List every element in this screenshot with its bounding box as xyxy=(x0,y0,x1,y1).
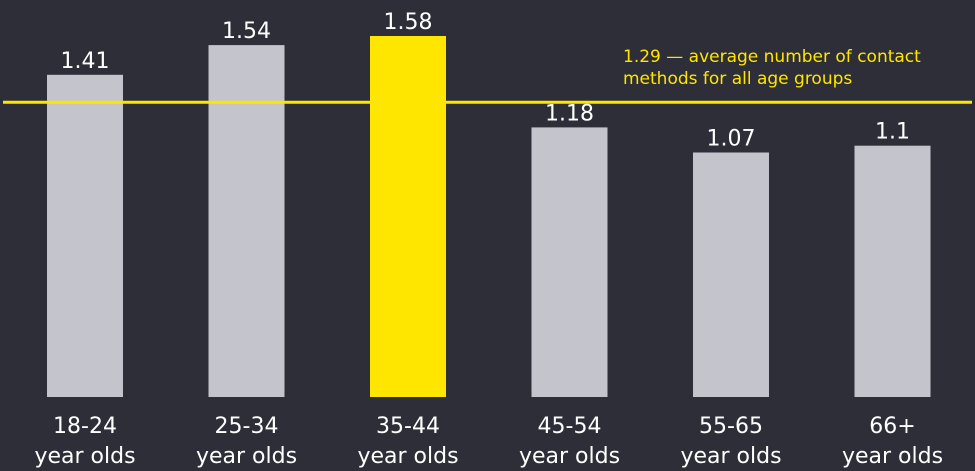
category-label-2-line-1: year olds xyxy=(357,444,458,469)
category-label-2-line-0: 35-44 xyxy=(376,414,440,439)
bar-1 xyxy=(208,45,285,397)
category-label-4-line-0: 55-65 xyxy=(699,414,763,439)
average-reference-label-line-2: methods for all age groups xyxy=(623,69,852,89)
category-label-1-line-0: 25-34 xyxy=(215,414,279,439)
category-label-5-line-1: year olds xyxy=(842,444,943,469)
value-labels-group: 1.41 1.54 1.58 1.18 1.07 1.1 xyxy=(61,10,910,152)
bar-value-label-5: 1.1 xyxy=(875,120,910,145)
bar-value-label-0: 1.41 xyxy=(61,49,110,74)
category-label-3-line-0: 45-54 xyxy=(538,414,602,439)
average-reference-label-line-1: 1.29 — average number of contact xyxy=(623,47,921,67)
average-reference-label: 1.29 — average number of contact methods… xyxy=(623,47,926,89)
category-label-1-line-1: year olds xyxy=(196,444,297,469)
category-label-0-line-1: year olds xyxy=(34,444,135,469)
bar-4 xyxy=(693,152,769,397)
bar-3 xyxy=(531,127,608,398)
bar-value-label-1: 1.54 xyxy=(222,19,271,44)
bar-value-label-3: 1.18 xyxy=(545,101,594,126)
bar-value-label-2: 1.58 xyxy=(384,10,433,35)
category-labels-group: 18-24 year olds 25-34 year olds 35-44 year ol… xyxy=(34,414,943,469)
bar-value-label-4: 1.07 xyxy=(707,127,756,152)
category-label-4-line-1: year olds xyxy=(680,444,781,469)
bar-2 xyxy=(370,36,446,397)
category-label-5-line-0: 66+ xyxy=(869,414,915,439)
bars-group xyxy=(47,36,931,398)
bar-0 xyxy=(47,74,123,398)
bar-5 xyxy=(854,145,931,397)
category-label-0-line-0: 18-24 xyxy=(53,414,117,439)
category-label-3-line-1: year olds xyxy=(519,444,620,469)
